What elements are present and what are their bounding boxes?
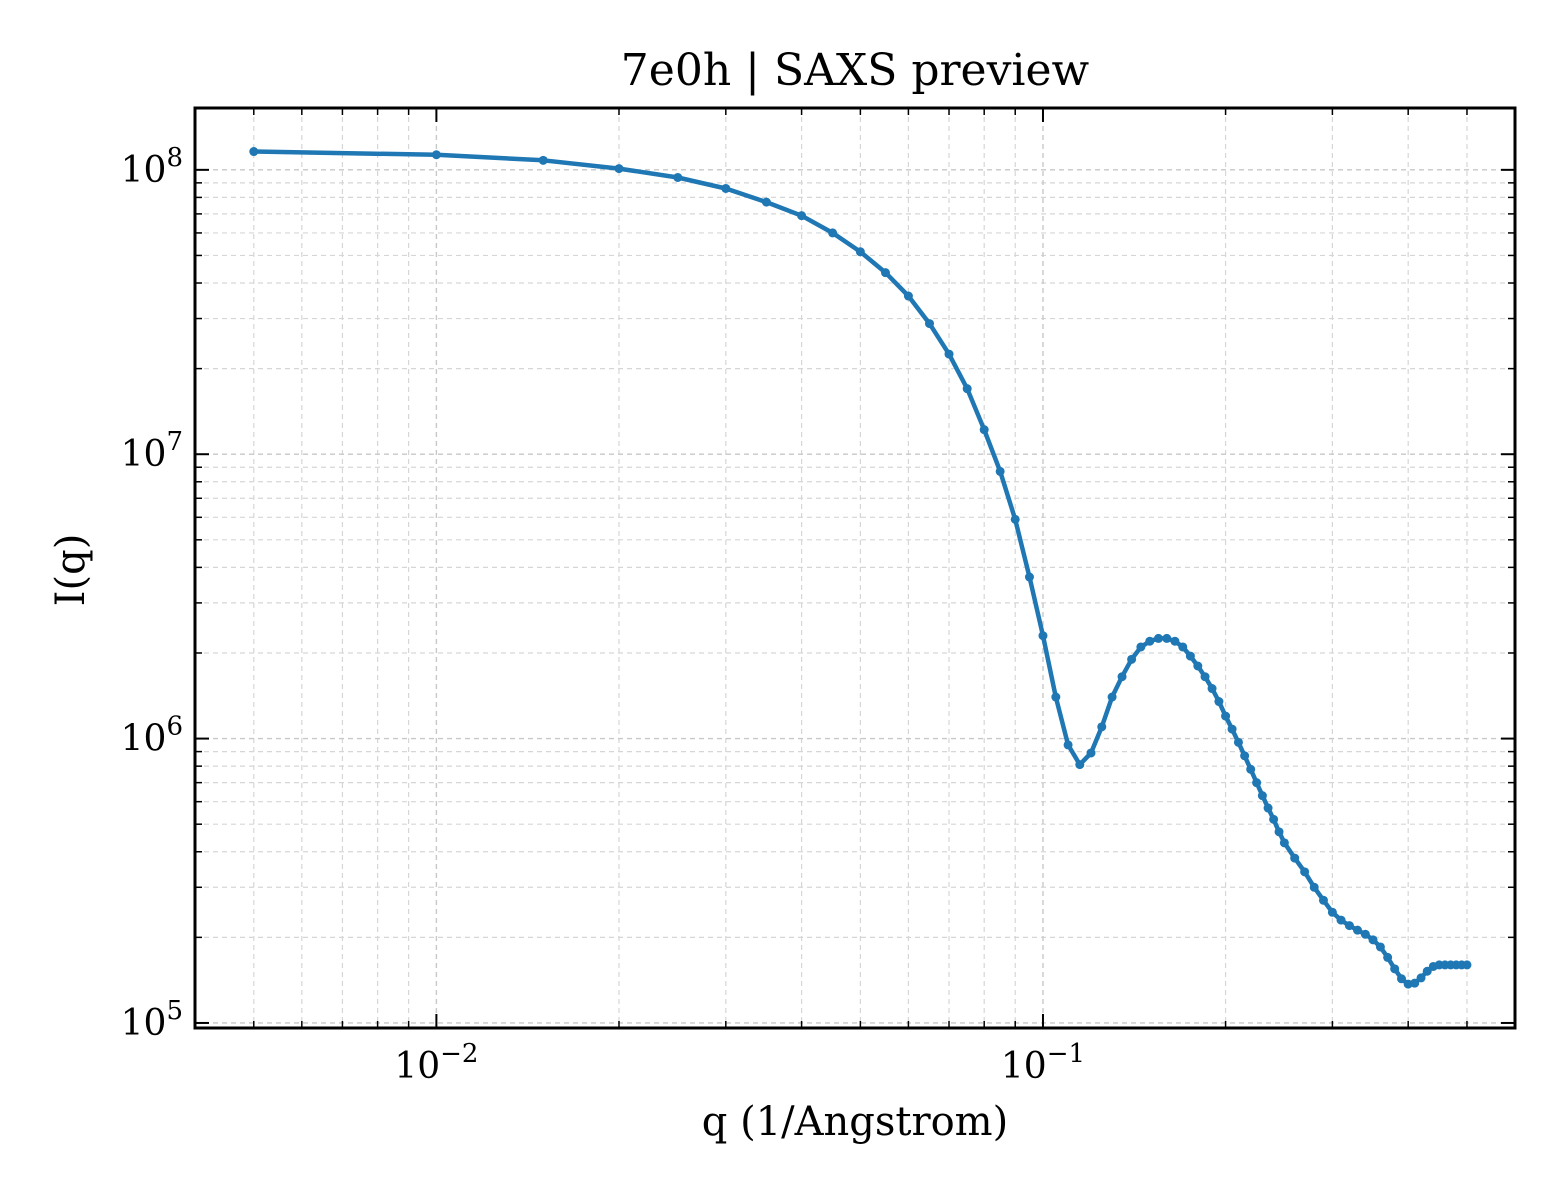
data-point (614, 164, 624, 174)
data-point (1252, 778, 1262, 788)
data-point (1086, 748, 1096, 758)
data-point (1145, 636, 1155, 646)
plot-frame (193, 106, 1517, 1030)
data-point (1375, 942, 1385, 952)
data-point (1214, 697, 1224, 707)
y-tick-label: 105 (121, 996, 183, 1044)
data-point (1185, 651, 1195, 661)
series-layer (249, 147, 1472, 989)
data-point (1390, 964, 1400, 974)
y-tick-label: 107 (121, 427, 183, 475)
data-point (797, 211, 807, 221)
data-point (1162, 633, 1172, 643)
data-point (1097, 722, 1107, 732)
data-point (1051, 692, 1061, 702)
grid-lines (194, 108, 1515, 1028)
data-point (1117, 672, 1127, 682)
tick-labels: 10−2 10−1 105 106 107 108 (121, 143, 1085, 1087)
data-point (1221, 711, 1231, 721)
data-point (924, 319, 934, 329)
data-point (1327, 907, 1337, 917)
data-point (880, 268, 890, 278)
data-point (1383, 952, 1393, 962)
data-point (1240, 751, 1250, 761)
data-point (1233, 737, 1243, 747)
data-point (1336, 915, 1346, 925)
data-point (995, 466, 1005, 476)
data-point (1193, 661, 1203, 671)
data-point (673, 172, 683, 182)
data-point (1290, 853, 1300, 863)
data-point (1075, 760, 1085, 770)
data-point (1318, 895, 1328, 905)
data-point (1024, 572, 1034, 582)
data-point (1269, 814, 1279, 824)
data-point (1344, 921, 1354, 931)
data-point (1422, 966, 1432, 976)
data-point (1360, 929, 1370, 939)
data-point (721, 183, 731, 193)
data-point (1063, 740, 1073, 750)
data-point (1246, 764, 1256, 774)
data-point (1136, 642, 1146, 652)
chart-title: 7e0h | SAXS preview (621, 45, 1090, 96)
x-tick-label: 10−1 (1001, 1039, 1085, 1087)
data-point (1010, 514, 1020, 524)
data-point (1200, 672, 1210, 682)
data-point (828, 228, 838, 238)
data-point (1309, 882, 1319, 892)
data-point (962, 384, 972, 394)
data-point (1416, 973, 1426, 983)
data-point (249, 147, 259, 157)
data-point (431, 150, 441, 160)
data-point (1300, 867, 1310, 877)
y-tick-label: 108 (121, 143, 183, 191)
data-point (1410, 978, 1420, 988)
data-point (944, 349, 954, 359)
data-point (979, 425, 989, 435)
data-point (1274, 827, 1284, 837)
data-point (1170, 636, 1180, 646)
y-axis-label: I(q) (48, 534, 94, 607)
data-point (1178, 642, 1188, 652)
data-point (903, 291, 913, 301)
data-point (855, 247, 865, 257)
data-point (1353, 925, 1363, 935)
x-axis-label: q (1/Angstrom) (702, 1099, 1008, 1145)
data-point (1368, 935, 1378, 945)
data-point (1038, 631, 1048, 641)
data-point (1257, 791, 1267, 801)
data-point (1107, 692, 1117, 702)
data-point (1462, 960, 1472, 970)
data-point (1207, 684, 1217, 694)
y-tick-label: 106 (121, 712, 183, 760)
data-point (1263, 803, 1273, 813)
data-point (1153, 633, 1163, 643)
data-point (538, 155, 548, 165)
data-point (1279, 838, 1289, 848)
x-tick-label: 10−2 (394, 1039, 478, 1087)
data-point (1397, 974, 1407, 984)
data-point (1127, 654, 1137, 664)
data-point (1227, 724, 1237, 734)
data-point (761, 197, 771, 207)
